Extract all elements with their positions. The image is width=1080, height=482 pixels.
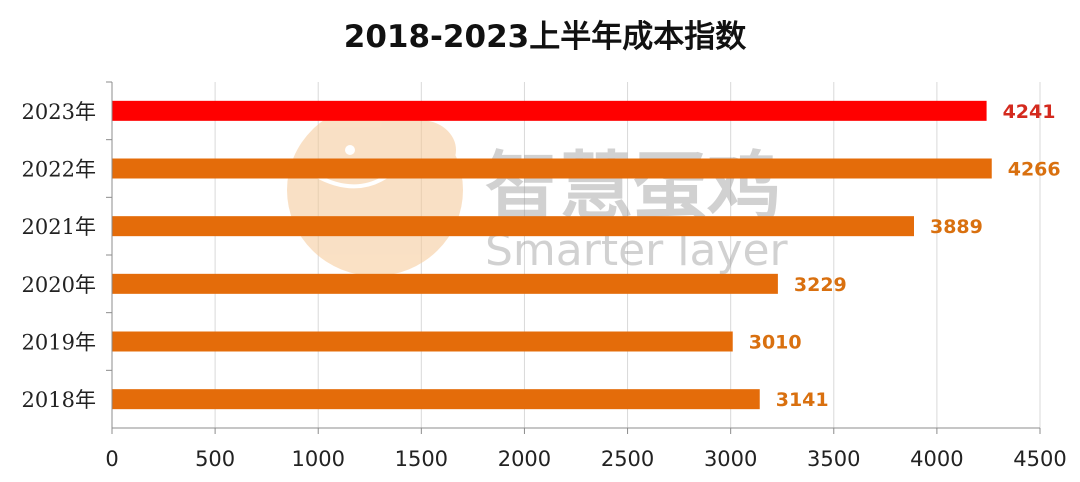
- data-label: 3889: [930, 216, 983, 238]
- bar: [112, 331, 733, 352]
- x-tick-labels: 0 500 1000 1500 2000 2500 3000 3500 4000 4500: [105, 447, 1066, 471]
- data-label: 4241: [1003, 101, 1056, 123]
- x-tick-label: 4000: [910, 447, 963, 471]
- x-tick-label: 1500: [395, 447, 448, 471]
- data-label: 4266: [1008, 159, 1061, 181]
- y-tick-label: 2023年: [22, 100, 96, 124]
- bar: [112, 100, 987, 121]
- data-label: 3229: [794, 274, 847, 296]
- data-label: 3010: [749, 332, 802, 354]
- x-tick-label: 4500: [1013, 447, 1066, 471]
- x-tick-label: 500: [195, 447, 235, 471]
- y-tick-label: 2021年: [22, 215, 96, 239]
- bar: [112, 216, 914, 237]
- y-tick-labels: 2023年 2022年 2021年 2020年 2019年 2018年: [22, 100, 96, 412]
- y-tick-label: 2018年: [22, 388, 96, 412]
- y-tick-label: 2019年: [22, 331, 96, 355]
- bars: [112, 100, 992, 410]
- bar: [112, 273, 778, 294]
- x-tick-label: 1000: [291, 447, 344, 471]
- x-tick-label: 0: [105, 447, 118, 471]
- data-label: 3141: [776, 389, 829, 411]
- y-tick-label: 2022年: [22, 158, 96, 182]
- x-tick-label: 2000: [498, 447, 551, 471]
- watermark-text-cn: 智慧蛋鸡: [485, 144, 781, 230]
- x-tick-label: 2500: [601, 447, 654, 471]
- bar: [112, 389, 760, 410]
- x-tick-label: 3000: [704, 447, 757, 471]
- bar: [112, 158, 992, 179]
- y-tick-label: 2020年: [22, 273, 96, 297]
- chart-title: 2018-2023上半年成本指数: [344, 19, 746, 55]
- x-tick-label: 3500: [807, 447, 860, 471]
- data-labels: 4241 4266 3889 3229 3010 3141: [749, 101, 1061, 411]
